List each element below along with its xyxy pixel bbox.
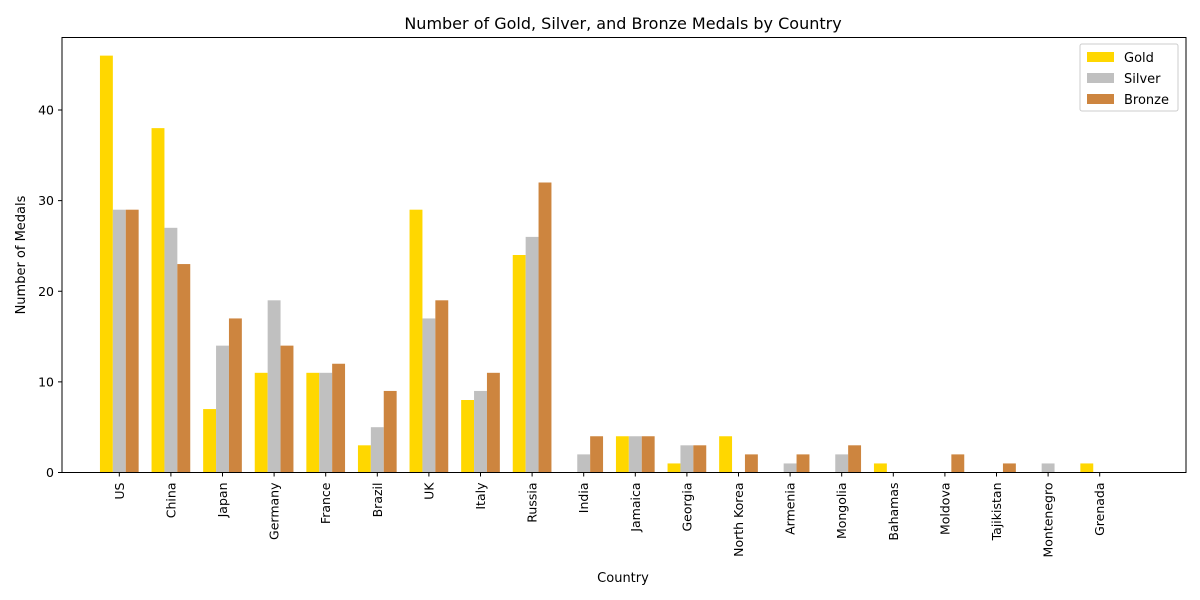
x-tick-label: Moldova — [937, 483, 952, 536]
y-tick-label: 40 — [38, 103, 54, 118]
bar-silver-france — [319, 372, 333, 473]
bar-gold-france — [306, 372, 320, 473]
bar-gold-china — [151, 128, 165, 473]
x-tick-label: Jamaica — [628, 483, 643, 533]
bar-bronze-brazil — [383, 390, 397, 473]
x-tick-label: China — [163, 483, 178, 519]
bar-bronze-north-korea — [744, 454, 758, 473]
x-tick-label: Russia — [525, 483, 540, 523]
x-tick-label: Tajikistan — [989, 483, 1004, 542]
x-axis-label: Country — [597, 571, 649, 586]
bar-silver-mongolia — [835, 454, 849, 473]
y-tick-label: 10 — [38, 374, 54, 389]
bar-bronze-jamaica — [641, 436, 655, 473]
bar-gold-bahamas — [873, 463, 887, 473]
bar-silver-russia — [525, 236, 539, 473]
legend-swatch-bronze — [1087, 94, 1114, 104]
x-tick-label: Italy — [473, 482, 488, 510]
bar-gold-russia — [512, 255, 526, 473]
bar-bronze-armenia — [796, 454, 810, 473]
legend-label-silver: Silver — [1124, 72, 1161, 87]
x-tick-label: Grenada — [1092, 483, 1107, 536]
y-tick-label: 0 — [46, 465, 54, 480]
y-tick-label: 20 — [38, 284, 54, 299]
bar-silver-uk — [422, 318, 436, 473]
chart-title: Number of Gold, Silver, and Bronze Medal… — [404, 14, 841, 33]
x-tick-label: Armenia — [783, 483, 798, 535]
y-tick-label: 30 — [38, 193, 54, 208]
bar-silver-us — [112, 209, 126, 473]
x-tick-label: Bahamas — [886, 483, 901, 541]
bar-bronze-japan — [228, 318, 242, 473]
bar-bronze-mongolia — [848, 445, 862, 473]
legend-swatch-silver — [1087, 73, 1114, 83]
legend-swatch-gold — [1087, 52, 1114, 62]
bar-silver-italy — [474, 390, 487, 473]
bar-gold-grenada — [1080, 463, 1094, 473]
x-tick-label: North Korea — [731, 483, 746, 557]
bar-bronze-us — [125, 209, 139, 473]
bar-gold-uk — [409, 209, 423, 473]
bar-gold-japan — [203, 409, 217, 473]
x-axis: US China Japan Germany France Brazil UK Italy Ru… — [112, 472, 1107, 558]
bar-gold-georgia — [667, 463, 681, 473]
legend: Gold Silver Bronze — [1079, 43, 1179, 112]
bar-gold-italy — [461, 400, 475, 473]
plot-frame — [61, 37, 1187, 473]
bar-bronze-italy — [486, 372, 500, 473]
x-tick-label: UK — [421, 482, 436, 500]
bar-bronze-china — [177, 264, 191, 473]
bar-bronze-uk — [435, 300, 449, 473]
x-tick-label: Montenegro — [1041, 483, 1056, 558]
bar-silver-montenegro — [1041, 463, 1055, 473]
x-tick-label: Japan — [215, 483, 230, 519]
bar-gold-north-korea — [719, 436, 733, 473]
bar-gold-brazil — [357, 445, 371, 473]
bar-silver-japan — [216, 345, 229, 473]
x-tick-label: India — [576, 483, 591, 514]
bar-bronze-moldova — [951, 454, 965, 473]
y-axis: 0 10 20 30 40 — [38, 103, 62, 480]
bar-silver-brazil — [370, 427, 384, 473]
bar-gold-germany — [254, 372, 268, 473]
x-tick-label: Brazil — [370, 483, 385, 518]
bar-silver-georgia — [680, 445, 694, 473]
bar-silver-china — [164, 227, 178, 473]
x-tick-label: Mongolia — [834, 483, 849, 540]
bar-bronze-india — [590, 436, 604, 473]
legend-label-bronze: Bronze — [1124, 93, 1169, 108]
bar-silver-armenia — [783, 463, 797, 473]
bar-silver-india — [577, 454, 591, 473]
bar-gold-us — [99, 55, 113, 473]
legend-label-gold: Gold — [1124, 51, 1154, 66]
bars-group — [99, 55, 1094, 473]
x-tick-label: France — [318, 482, 333, 524]
bar-silver-germany — [267, 300, 281, 473]
y-axis-label: Number of Medals — [14, 195, 29, 314]
x-tick-label: Georgia — [679, 483, 694, 532]
bar-bronze-france — [332, 363, 346, 473]
x-tick-label: US — [112, 482, 127, 499]
bar-bronze-georgia — [693, 445, 707, 473]
bar-silver-jamaica — [628, 436, 642, 473]
bar-bronze-russia — [538, 182, 552, 473]
x-tick-label: Germany — [267, 482, 282, 540]
bar-gold-jamaica — [615, 436, 629, 473]
bar-bronze-tajikistan — [1002, 463, 1016, 473]
bar-bronze-germany — [280, 345, 294, 473]
